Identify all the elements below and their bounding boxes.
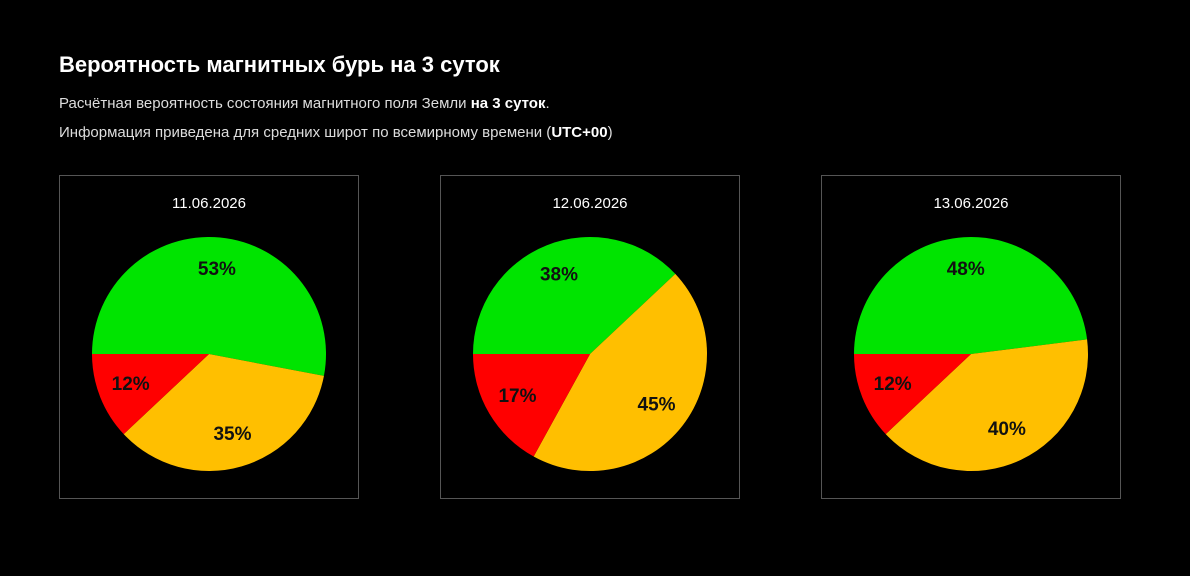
description: Расчётная вероятность состояния магнитно… <box>59 95 550 112</box>
text: Расчётная вероятность состояния магнитно… <box>59 95 471 112</box>
pie-slice <box>473 354 590 457</box>
description: Информация приведена для средних широт п… <box>59 124 613 141</box>
slice-label: 53% <box>198 259 236 280</box>
chart-frame <box>440 175 740 499</box>
text: Информация приведена для средних широт п… <box>59 124 552 141</box>
text: ) <box>607 124 613 141</box>
chart-frame <box>821 175 1121 499</box>
pie-slice <box>92 354 209 435</box>
pie-slice <box>473 237 676 354</box>
chart-title: 12.06.2026 <box>552 195 627 212</box>
text-bold: UTC+00 <box>551 124 608 141</box>
text-bold: на 3 суток <box>470 95 546 112</box>
pie-slice <box>885 339 1088 471</box>
slice-label: 48% <box>947 259 985 280</box>
text: . <box>545 95 550 112</box>
slice-label: 35% <box>213 424 251 445</box>
chart-title: 11.06.2026 <box>172 195 246 212</box>
pie-slice <box>854 237 1088 354</box>
page-title: Вероятность магнитных бурь на 3 суток <box>59 52 500 77</box>
pie-slice <box>92 237 326 376</box>
chart-title: 13.06.2026 <box>933 195 1008 212</box>
pie-slice <box>123 354 324 472</box>
slice-label: 40% <box>988 419 1026 440</box>
pie-slice <box>854 354 971 435</box>
slice-label: 12% <box>874 374 912 395</box>
slice-label: 38% <box>540 265 578 286</box>
slice-label: 12% <box>112 374 150 395</box>
slice-label: 17% <box>498 386 536 407</box>
slice-label: 45% <box>638 395 676 416</box>
chart-frame <box>59 175 359 499</box>
pie-slice <box>533 273 707 471</box>
